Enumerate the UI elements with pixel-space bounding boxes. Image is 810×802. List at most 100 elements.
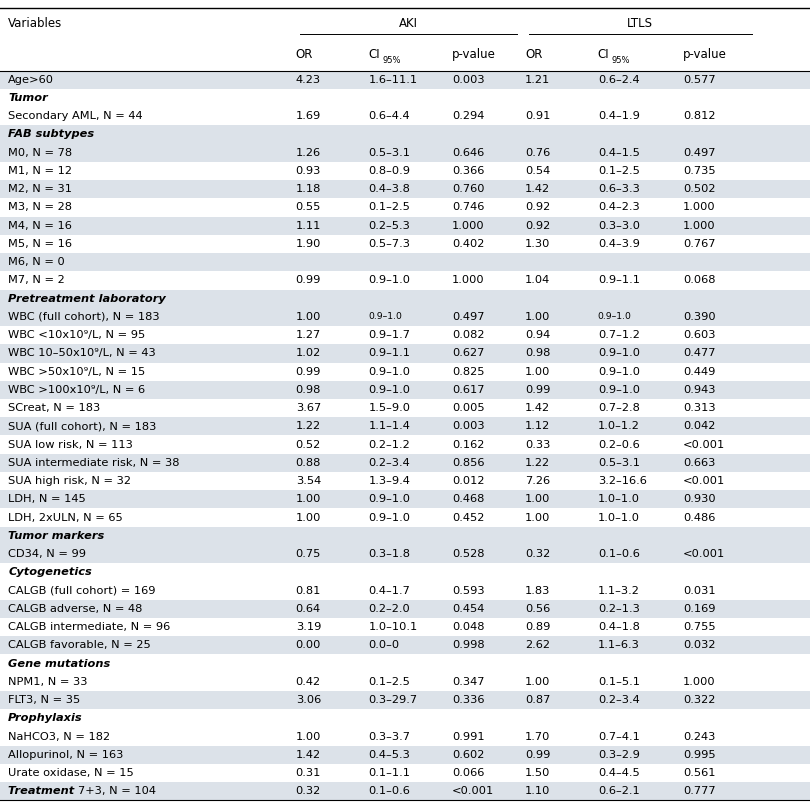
Text: 0.9–1.0: 0.9–1.0	[369, 385, 411, 395]
Text: M4, N = 16: M4, N = 16	[8, 221, 72, 231]
Text: Pretreatment laboratory: Pretreatment laboratory	[8, 294, 166, 304]
Bar	[0, 527, 810, 545]
Text: 0.746: 0.746	[452, 202, 484, 213]
Text: Tumor markers: Tumor markers	[8, 531, 104, 541]
Text: 1.1–3.2: 1.1–3.2	[598, 585, 640, 596]
Text: M1, N = 12: M1, N = 12	[8, 166, 72, 176]
Text: 0.87: 0.87	[525, 695, 550, 705]
Text: 0.89: 0.89	[525, 622, 550, 632]
Text: 0.2–3.4: 0.2–3.4	[598, 695, 640, 705]
Text: <0.001: <0.001	[683, 439, 725, 450]
Text: 0.991: 0.991	[452, 731, 484, 742]
Text: 3.19: 3.19	[296, 622, 321, 632]
Text: 0.943: 0.943	[683, 385, 715, 395]
Text: 0.92: 0.92	[525, 221, 550, 231]
Text: 1.10: 1.10	[525, 786, 550, 796]
Text: 0.5–3.1: 0.5–3.1	[369, 148, 411, 158]
Text: 0.646: 0.646	[452, 148, 484, 158]
Text: 0.1–2.5: 0.1–2.5	[598, 166, 640, 176]
Text: Cytogenetics: Cytogenetics	[8, 567, 92, 577]
Text: <0.001: <0.001	[452, 786, 494, 796]
Text: 0.9–1.0: 0.9–1.0	[598, 348, 640, 358]
Text: 0.1–5.1: 0.1–5.1	[598, 677, 640, 687]
Text: 1.00: 1.00	[525, 494, 550, 504]
Text: 1.00: 1.00	[296, 731, 321, 742]
Text: 0.1–2.5: 0.1–2.5	[369, 677, 411, 687]
Text: 1.00: 1.00	[296, 312, 321, 322]
Text: CALGB (full cohort) = 169: CALGB (full cohort) = 169	[8, 585, 156, 596]
Text: M3, N = 28: M3, N = 28	[8, 202, 72, 213]
Text: 0.81: 0.81	[296, 585, 321, 596]
Text: 0.663: 0.663	[683, 458, 715, 468]
Text: 0.502: 0.502	[683, 184, 715, 194]
Text: 1.00: 1.00	[296, 494, 321, 504]
Text: 0.068: 0.068	[683, 275, 715, 286]
Text: 95%: 95%	[382, 56, 401, 66]
Text: 0.7–1.2: 0.7–1.2	[598, 330, 640, 340]
Text: Treatment: Treatment	[8, 786, 79, 796]
Text: 0.856: 0.856	[452, 458, 484, 468]
Text: WBC 10–50x10⁹/L, N = 43: WBC 10–50x10⁹/L, N = 43	[8, 348, 156, 358]
Text: LTLS: LTLS	[627, 17, 654, 30]
Text: 1.1–6.3: 1.1–6.3	[598, 640, 640, 650]
Text: 0.7–2.8: 0.7–2.8	[598, 403, 640, 413]
Text: 0.452: 0.452	[452, 512, 484, 523]
Text: 0.042: 0.042	[683, 421, 715, 431]
Text: 0.9–1.0: 0.9–1.0	[598, 313, 632, 322]
Text: 1.00: 1.00	[525, 312, 550, 322]
Text: 0.032: 0.032	[683, 640, 715, 650]
Text: OR: OR	[525, 48, 542, 61]
Text: 1.18: 1.18	[296, 184, 321, 194]
Text: Age>60: Age>60	[8, 75, 54, 85]
Text: NPM1, N = 33: NPM1, N = 33	[8, 677, 87, 687]
Text: 3.54: 3.54	[296, 476, 321, 486]
Text: Prophylaxis: Prophylaxis	[8, 713, 83, 723]
Text: 0.52: 0.52	[296, 439, 321, 450]
Text: 0.449: 0.449	[683, 367, 715, 377]
Text: Variables: Variables	[8, 17, 62, 30]
Bar	[0, 144, 810, 162]
Text: 0.577: 0.577	[683, 75, 715, 85]
Text: 0.243: 0.243	[683, 731, 715, 742]
Bar	[0, 545, 810, 563]
Bar	[0, 308, 810, 326]
Text: CD34, N = 99: CD34, N = 99	[8, 549, 86, 559]
Text: 0.005: 0.005	[452, 403, 484, 413]
Text: 0.5–3.1: 0.5–3.1	[598, 458, 640, 468]
Text: 0.082: 0.082	[452, 330, 484, 340]
Text: 1.50: 1.50	[525, 768, 550, 778]
Text: SUA intermediate risk, N = 38: SUA intermediate risk, N = 38	[8, 458, 180, 468]
Text: 0.54: 0.54	[525, 166, 550, 176]
Text: M7, N = 2: M7, N = 2	[8, 275, 65, 286]
Text: 0.313: 0.313	[683, 403, 715, 413]
Text: 0.294: 0.294	[452, 111, 484, 121]
Text: 0.33: 0.33	[525, 439, 550, 450]
Text: 0.9–1.1: 0.9–1.1	[369, 348, 411, 358]
Text: AKI: AKI	[399, 17, 418, 30]
Text: 1.04: 1.04	[525, 275, 550, 286]
Text: 0.1–1.1: 0.1–1.1	[369, 768, 411, 778]
Text: LDH, N = 145: LDH, N = 145	[8, 494, 86, 504]
Bar	[0, 691, 810, 709]
Text: 95%: 95%	[612, 56, 630, 66]
Text: 1.1–1.4: 1.1–1.4	[369, 421, 411, 431]
Text: 1.000: 1.000	[683, 221, 715, 231]
Text: 0.9–1.0: 0.9–1.0	[369, 275, 411, 286]
Text: 0.42: 0.42	[296, 677, 321, 687]
Text: 0.91: 0.91	[525, 111, 550, 121]
Text: 1.11: 1.11	[296, 221, 321, 231]
Text: 0.528: 0.528	[452, 549, 484, 559]
Text: 0.767: 0.767	[683, 239, 715, 249]
Text: 0.4–4.5: 0.4–4.5	[598, 768, 640, 778]
Text: 0.6–3.3: 0.6–3.3	[598, 184, 640, 194]
Text: 0.497: 0.497	[683, 148, 715, 158]
Text: 3.2–16.6: 3.2–16.6	[598, 476, 646, 486]
Text: Gene mutations: Gene mutations	[8, 658, 110, 669]
Text: 0.6–2.4: 0.6–2.4	[598, 75, 639, 85]
Text: 0.031: 0.031	[683, 585, 715, 596]
Text: 0.322: 0.322	[683, 695, 715, 705]
Bar	[0, 417, 810, 435]
Bar	[0, 217, 810, 235]
Text: 0.2–5.3: 0.2–5.3	[369, 221, 411, 231]
Text: 0.4–3.9: 0.4–3.9	[598, 239, 640, 249]
